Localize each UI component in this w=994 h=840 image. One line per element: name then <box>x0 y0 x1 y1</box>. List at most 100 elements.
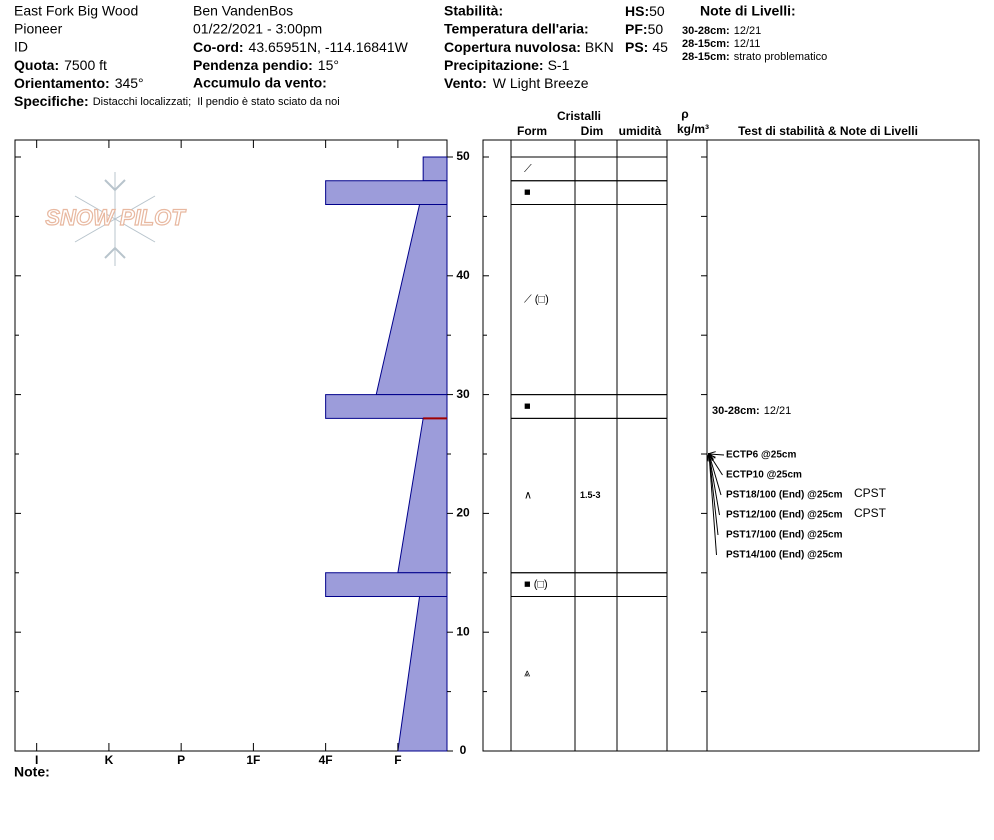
layer <box>422 156 448 182</box>
wind-loading: Accumulo da vento: <box>193 75 327 91</box>
col-size: Dim <box>581 124 604 138</box>
value: 50 <box>648 21 664 37</box>
range: 30-28cm: <box>712 405 760 417</box>
note: 12/21 <box>764 405 792 417</box>
grain-form: ■ <box>524 400 531 412</box>
label: HS: <box>625 3 649 19</box>
state: ID <box>14 39 28 55</box>
col-form: Form <box>517 124 547 138</box>
x-tick-label: 1F <box>246 753 260 767</box>
grain-form: ■ <box>524 187 531 199</box>
col-moisture: umidità <box>619 124 662 138</box>
range: 28-15cm: <box>682 51 730 63</box>
value: 45 <box>652 39 668 55</box>
layer <box>325 180 448 206</box>
x-tick-label: F <box>394 753 401 767</box>
test-label: PST18/100 (End) @25cm <box>726 490 843 501</box>
sky: Copertura nuvolosa: BKN <box>444 39 614 55</box>
logo-text: SNOW PILOT <box>45 205 186 230</box>
value: Distacchi localizzati; Il pendio è stato… <box>93 96 340 108</box>
layer-note: 30-28cm: 12/21 <box>712 405 791 417</box>
layer-note: 28-15cm: 12/11 <box>682 38 760 50</box>
x-tick-label: I <box>35 753 38 767</box>
range: 30-28cm: <box>682 25 730 37</box>
layer <box>375 204 448 396</box>
y-tick-label: 40 <box>456 268 470 282</box>
value: W Light Breeze <box>493 75 589 91</box>
value: BKN <box>585 39 614 55</box>
profile-frame <box>14 139 448 752</box>
test-label: PST12/100 (End) @25cm <box>726 510 843 521</box>
col-tests: Test di stabilità & Note di Livelli <box>738 124 918 138</box>
x-tick-label: 4F <box>319 753 333 767</box>
y-tick-label: 50 <box>456 149 470 163</box>
grain-form: ⟋ (□) <box>524 293 549 305</box>
layer <box>397 596 448 752</box>
hs: HS:50 <box>625 3 665 19</box>
layer-notes-title: Note di Livelli: <box>700 3 796 19</box>
grain-form: ■ (□) <box>524 579 548 591</box>
layer <box>325 394 448 419</box>
slope: Pendenza pendio: 15° <box>193 57 339 73</box>
grain-form: ⩓ <box>524 668 531 680</box>
col-density-unit: kg/m³ <box>677 122 709 136</box>
logo <box>74 172 156 266</box>
x-tick-label: K <box>105 753 114 767</box>
test-note: CPST <box>854 506 887 520</box>
label: Pendenza pendio: <box>193 57 313 73</box>
note: 12/21 <box>734 25 762 37</box>
note: 12/11 <box>734 38 761 50</box>
test-label: ECTP10 @25cm <box>726 470 802 481</box>
observer: Ben VandenBos <box>193 3 293 19</box>
test-arrow <box>709 454 720 516</box>
test-label: PST17/100 (End) @25cm <box>726 530 843 541</box>
x-tick-label: P <box>177 753 185 767</box>
grain-form: ∧ <box>524 489 532 501</box>
label: Copertura nuvolosa: <box>444 39 581 55</box>
site: East Fork Big Wood <box>14 3 138 19</box>
col-density: ρ <box>681 107 688 121</box>
col-crystals: Cristalli <box>557 109 601 123</box>
layer <box>325 572 448 598</box>
test-label: PST14/100 (End) @25cm <box>726 550 843 561</box>
grain-size: 1.5-3 <box>580 490 601 500</box>
y-tick-label: 20 <box>456 506 470 520</box>
label: PF: <box>625 21 648 37</box>
elevation: Quota: 7500 ft <box>14 57 107 73</box>
aspect: Orientamento: 345° <box>14 75 144 91</box>
stability: Stabilità: <box>444 3 503 19</box>
wind: Vento: W Light Breeze <box>444 75 589 91</box>
coords: Co-ord: 43.65951N, -114.16841W <box>193 39 409 55</box>
precip: Precipitazione: S-1 <box>444 57 570 73</box>
label: PS: <box>625 39 648 55</box>
notes-label: Note: <box>14 764 50 780</box>
value: 15° <box>318 57 339 73</box>
value: 43.65951N, -114.16841W <box>249 39 409 55</box>
value: S-1 <box>548 57 570 73</box>
test-arrow <box>709 454 717 556</box>
y-tick-label: 10 <box>456 624 470 638</box>
table-frame <box>482 139 980 752</box>
y-tick-label: 0 <box>460 743 467 757</box>
value: 7500 ft <box>64 57 107 73</box>
label: Co-ord: <box>193 39 244 55</box>
specifics: Specifiche: Distacchi localizzati; Il pen… <box>14 93 340 109</box>
test-label: ECTP6 @25cm <box>726 450 796 461</box>
layer <box>397 417 448 574</box>
datetime: 01/22/2021 - 3:00pm <box>193 21 322 37</box>
label: Quota: <box>14 57 59 73</box>
location: Pioneer <box>14 21 63 37</box>
range: 28-15cm: <box>682 38 730 50</box>
note: strato problematico <box>734 51 828 63</box>
grain-form: ⟋ <box>524 163 532 175</box>
pf: PF:50 <box>625 21 663 37</box>
ps: PS: 45 <box>625 39 668 55</box>
layer-note: 30-28cm: 12/21 <box>682 25 761 37</box>
label: Specifiche: <box>14 93 89 109</box>
label: Orientamento: <box>14 75 110 91</box>
value: 345° <box>115 75 144 91</box>
label: Precipitazione: <box>444 57 544 73</box>
test-note: CPST <box>854 486 887 500</box>
y-tick-label: 30 <box>456 387 470 401</box>
